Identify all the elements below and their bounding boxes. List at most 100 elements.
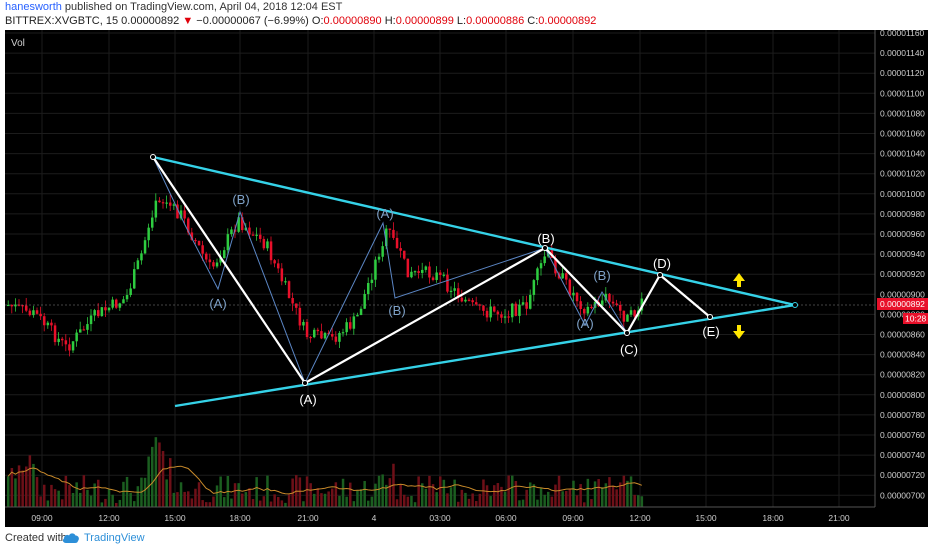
candle-body — [568, 279, 572, 296]
candle-body — [356, 314, 359, 317]
volume-bar — [39, 496, 42, 507]
candle-body — [237, 217, 240, 232]
ohlc-legend: BITTREX:XVGBTC, 15 0.00000892 ▼ −0.00000… — [5, 15, 596, 27]
price-axis[interactable] — [875, 30, 928, 527]
volume-bar — [385, 484, 388, 507]
candle-body — [385, 228, 388, 247]
candle-body — [493, 306, 496, 312]
candle-body — [543, 256, 546, 264]
wave-point[interactable] — [624, 330, 630, 336]
price-tick-label: 0.00000920 — [880, 269, 925, 279]
wave-point[interactable] — [150, 154, 156, 160]
volume-bar — [399, 484, 402, 507]
time-tick-label: 12:00 — [98, 513, 120, 523]
candle-body — [503, 316, 507, 318]
time-axis-ticks: 09:00 12:00 15:00 18:00 21:00 4 03:00 06:00 09:0… — [31, 513, 850, 523]
candle-body — [10, 304, 14, 307]
candle-body — [572, 292, 575, 296]
volume-bar — [255, 477, 258, 507]
wave-point[interactable] — [707, 314, 713, 320]
candle-body — [482, 305, 485, 311]
candle-body — [590, 306, 593, 309]
last-price-tag-text: 0.00000892 — [880, 299, 925, 309]
volume-bar — [507, 475, 510, 507]
volume-bar — [17, 465, 21, 507]
symbol-label[interactable]: BITTREX:XVGBTC, 15 — [5, 15, 119, 27]
volume-bar — [428, 475, 431, 507]
candle-body — [7, 304, 10, 307]
candle-body — [136, 260, 140, 270]
volume-bar — [28, 455, 32, 507]
candle-body — [431, 277, 435, 280]
volume-bar — [122, 481, 125, 507]
price-tick-label: 0.00001080 — [880, 108, 925, 118]
candle-body — [428, 266, 431, 278]
candle-body — [118, 303, 122, 308]
volume-bar — [403, 494, 406, 507]
volume-bar — [586, 478, 590, 507]
volume-bar — [417, 476, 420, 507]
volume-bar — [547, 491, 550, 507]
volume-bar — [230, 498, 233, 507]
candle-body — [539, 263, 543, 269]
candle-body — [471, 300, 474, 303]
volume-bar — [554, 484, 557, 507]
time-tick-label: 12:00 — [629, 513, 651, 523]
candle-body — [208, 259, 212, 263]
time-axis[interactable] — [5, 507, 928, 527]
candle-body — [125, 295, 129, 300]
volume-bar — [327, 491, 330, 507]
volume-bar — [147, 456, 150, 507]
volume-bar — [115, 502, 118, 507]
volume-bar — [388, 478, 392, 507]
main-wave-path[interactable] — [152, 156, 711, 385]
wave-point[interactable] — [302, 380, 308, 386]
candle-body — [28, 310, 32, 316]
volume-bar — [208, 502, 212, 507]
price-tick-label: 0.00000700 — [880, 490, 925, 500]
published-text: published on TradingView.com, April 04, … — [61, 1, 343, 13]
volume-bar — [169, 458, 172, 507]
volume-bar — [187, 491, 190, 507]
volume-bar — [262, 496, 266, 507]
volume-bar — [129, 492, 132, 507]
down-arrow-icon — [733, 325, 745, 339]
wave-label: (A) — [376, 206, 393, 221]
candle-body — [190, 232, 194, 240]
volume-bar — [514, 480, 518, 507]
candle-body — [64, 340, 68, 345]
volume-bar — [201, 500, 204, 507]
lower-trendline[interactable] — [174, 303, 796, 408]
countdown-tag — [903, 313, 928, 324]
volume-bar — [601, 487, 604, 507]
candle-body — [619, 304, 622, 311]
wave-point[interactable] — [542, 245, 548, 251]
subwave-path[interactable] — [152, 156, 628, 385]
candle-body — [381, 246, 384, 257]
price-chart[interactable]: (B) (A) (A) (B) (A) (B) (B) (A) (C) (D) (E) Vol 0.… — [5, 28, 928, 527]
tradingview-brand-link[interactable]: TradingView — [84, 532, 145, 544]
volume-bar — [320, 493, 323, 507]
volume-bar — [197, 482, 201, 507]
volume-bar — [475, 501, 478, 507]
volume-bar — [215, 485, 219, 507]
volume-bar — [619, 482, 622, 507]
time-tick-label: 21:00 — [297, 513, 319, 523]
wave-point[interactable] — [657, 272, 663, 278]
last-price: 0.00000892 — [121, 15, 180, 27]
candle-body — [122, 299, 125, 304]
volume-bar — [323, 493, 327, 507]
volume-bar — [7, 476, 10, 507]
volume-bar — [356, 490, 359, 507]
candle-body — [377, 256, 381, 260]
candle-body — [392, 229, 395, 238]
author-link[interactable]: hanesworth — [5, 1, 62, 13]
candle-body — [287, 281, 291, 298]
volume-bar — [161, 450, 165, 507]
upper-trendline[interactable] — [152, 155, 796, 307]
candle-body — [338, 332, 341, 342]
price-tick-label: 0.00000900 — [880, 289, 925, 299]
apex-point[interactable] — [792, 302, 798, 308]
candle-body — [262, 238, 266, 249]
chart-area[interactable]: (B) (A) (A) (B) (A) (B) (B) (A) (C) (D) (E) Vol 0.… — [5, 28, 928, 527]
